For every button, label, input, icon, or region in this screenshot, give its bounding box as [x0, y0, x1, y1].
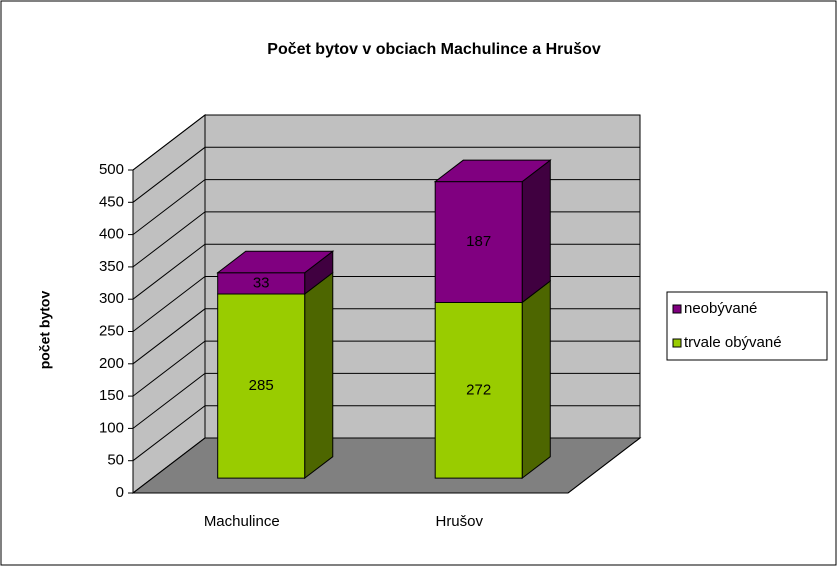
bar-side — [521, 159, 551, 304]
data-label: 187 — [466, 233, 491, 250]
y-tick-label: 200 — [99, 355, 124, 372]
bar-top — [433, 159, 552, 183]
data-label: 33 — [253, 274, 270, 291]
y-tick-label: 300 — [99, 290, 124, 307]
floor-edge — [567, 437, 641, 494]
y-tick-label: 350 — [99, 258, 124, 275]
legend-swatch — [672, 338, 682, 348]
bar-top — [216, 250, 335, 274]
y-tick-label: 400 — [99, 226, 124, 243]
y-tick-label: 0 — [116, 484, 124, 501]
legend-swatch — [672, 304, 682, 314]
y-tick-label: 100 — [99, 419, 124, 436]
chart-title: Počet bytov v obciach Machulince a Hrušo… — [267, 41, 601, 58]
bar-side — [304, 271, 334, 480]
data-label: 272 — [466, 381, 491, 398]
bar-side — [521, 279, 551, 480]
x-tick-label: Hrušov — [435, 513, 483, 530]
grid-line — [132, 146, 640, 203]
legend-label: trvale obývané — [684, 334, 782, 351]
floor — [131, 437, 642, 494]
legend-label: neobývané — [684, 300, 757, 317]
y-tick-label: 150 — [99, 387, 124, 404]
data-label: 285 — [249, 377, 274, 394]
y-tick-label: 450 — [99, 193, 124, 210]
y-tick-label: 250 — [99, 322, 124, 339]
grid-line — [132, 114, 640, 171]
legend-box — [666, 291, 828, 361]
y-tick-label: 500 — [99, 161, 124, 178]
y-tick-label: 50 — [107, 452, 124, 469]
y-axis-label: počet bytov — [37, 291, 53, 370]
x-tick-label: Machulince — [204, 513, 280, 530]
